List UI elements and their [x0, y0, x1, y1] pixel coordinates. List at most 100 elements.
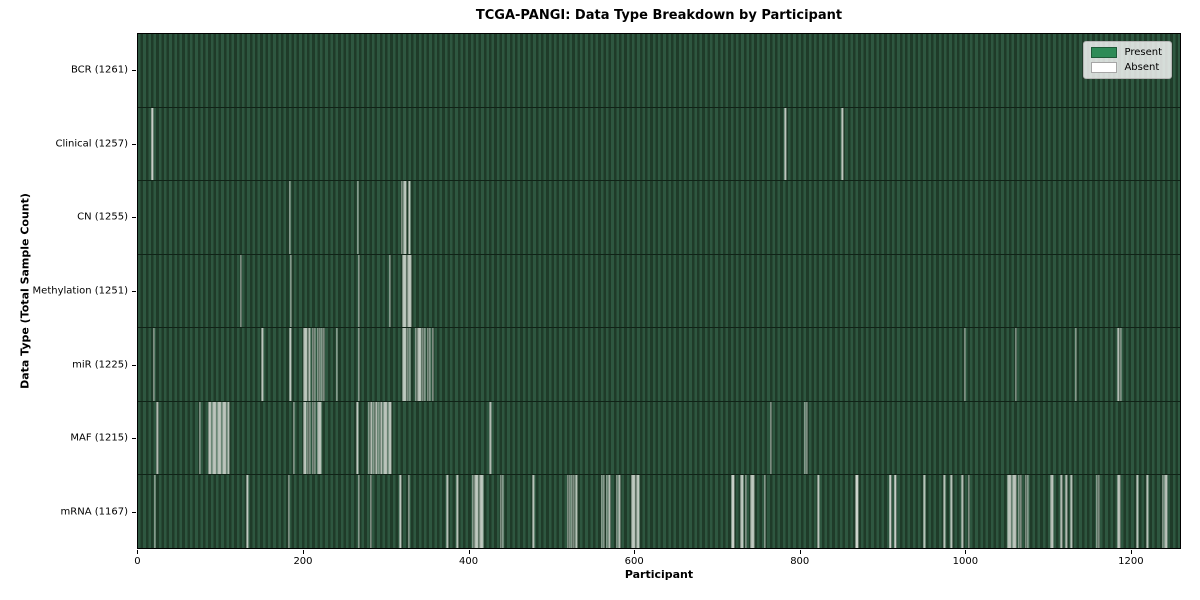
xtick-mark	[137, 550, 139, 554]
absent-line	[1015, 328, 1017, 401]
plot-area: Present Absent	[137, 33, 1181, 549]
legend-label-present: Present	[1124, 47, 1162, 58]
absent-line	[924, 475, 926, 549]
absent-line	[1117, 475, 1120, 549]
xtick-label-200: 200	[293, 556, 313, 567]
absent-line	[631, 475, 633, 549]
absent-line	[1050, 475, 1052, 549]
ytick-mark	[132, 143, 136, 145]
absent-line	[457, 475, 459, 549]
absent-line	[751, 475, 753, 549]
absent-line	[240, 254, 242, 328]
absent-line	[741, 475, 744, 549]
absent-line	[455, 475, 458, 549]
absent-line	[1015, 475, 1017, 549]
legend: Present Absent	[1083, 41, 1172, 79]
absent-line	[155, 401, 158, 475]
absent-line	[1120, 328, 1122, 401]
absent-line	[482, 475, 484, 549]
absent-line	[784, 107, 787, 181]
absent-line	[571, 475, 573, 549]
absent-line	[609, 475, 611, 549]
absent-line	[415, 328, 417, 401]
absent-line	[386, 401, 388, 475]
absent-line	[1136, 475, 1138, 549]
absent-line	[573, 475, 575, 549]
present-swatch	[1091, 47, 1118, 58]
absent-line	[1147, 475, 1149, 549]
absent-line	[336, 328, 338, 401]
absent-line	[217, 401, 219, 475]
absent-line	[408, 254, 411, 328]
absent-line	[500, 475, 502, 549]
absent-line	[636, 475, 638, 549]
absent-line	[856, 475, 858, 549]
absent-line	[601, 475, 603, 549]
absent-line	[314, 401, 316, 475]
absent-line	[417, 328, 419, 401]
absent-line	[405, 254, 407, 328]
absent-line	[431, 328, 434, 401]
absent-line	[223, 401, 225, 475]
row-bcr	[138, 34, 1180, 108]
absent-line	[474, 475, 476, 549]
absent-line	[489, 401, 491, 475]
xtick-label-600: 600	[624, 556, 644, 567]
absent-line	[306, 328, 308, 401]
absent-line	[303, 401, 305, 475]
absent-line	[388, 401, 390, 475]
absent-line	[151, 107, 153, 181]
xtick-label-0: 0	[134, 556, 141, 567]
absent-line	[212, 401, 214, 475]
ytick-mark	[132, 438, 136, 440]
absent-line	[403, 328, 406, 401]
absent-line	[320, 401, 322, 475]
absent-line	[1012, 475, 1014, 549]
absent-line	[429, 328, 431, 401]
xtick-mark	[1130, 550, 1132, 554]
absent-line	[314, 328, 316, 401]
ytick-mark	[132, 291, 136, 292]
ytick-mark	[132, 217, 136, 219]
absent-line	[1018, 475, 1020, 549]
absent-line	[1145, 475, 1148, 549]
ytick-label-maf: MAF (1215)	[70, 432, 128, 444]
absent-line	[427, 328, 429, 401]
absent-line	[401, 181, 403, 254]
ytick-label-cn: CN (1255)	[77, 211, 128, 223]
xtick-mark	[965, 550, 967, 554]
absent-line	[317, 401, 319, 475]
absent-line	[731, 475, 733, 549]
absent-line	[213, 401, 216, 475]
ytick-label-methylation: Methylation (1251)	[32, 285, 128, 297]
legend-item-absent: Absent	[1091, 62, 1162, 73]
absent-line	[1010, 475, 1012, 549]
absent-line	[373, 401, 375, 475]
absent-line	[409, 328, 411, 401]
absent-line	[407, 328, 409, 401]
absent-line	[358, 475, 360, 549]
absent-line	[261, 328, 263, 401]
absent-line	[246, 475, 249, 549]
absent-line	[383, 401, 385, 475]
absent-line	[371, 401, 373, 475]
absent-line	[317, 328, 319, 401]
absent-line	[358, 254, 360, 328]
xtick-mark	[302, 550, 304, 554]
absent-line	[753, 475, 755, 549]
absent-line	[322, 328, 325, 401]
absent-line	[764, 475, 766, 549]
absent-line	[479, 475, 481, 549]
absent-line	[1051, 475, 1053, 549]
absent-line	[402, 328, 404, 401]
xtick-label-1000: 1000	[952, 556, 979, 567]
absent-line	[1069, 475, 1072, 549]
absent-line	[1064, 475, 1067, 549]
absent-line	[422, 328, 424, 401]
absent-line	[153, 328, 155, 401]
absent-line	[961, 475, 963, 549]
absent-line	[357, 181, 359, 254]
absent-line	[402, 254, 404, 328]
x-axis-label: Participant	[624, 568, 694, 581]
row-mrna	[138, 475, 1180, 549]
